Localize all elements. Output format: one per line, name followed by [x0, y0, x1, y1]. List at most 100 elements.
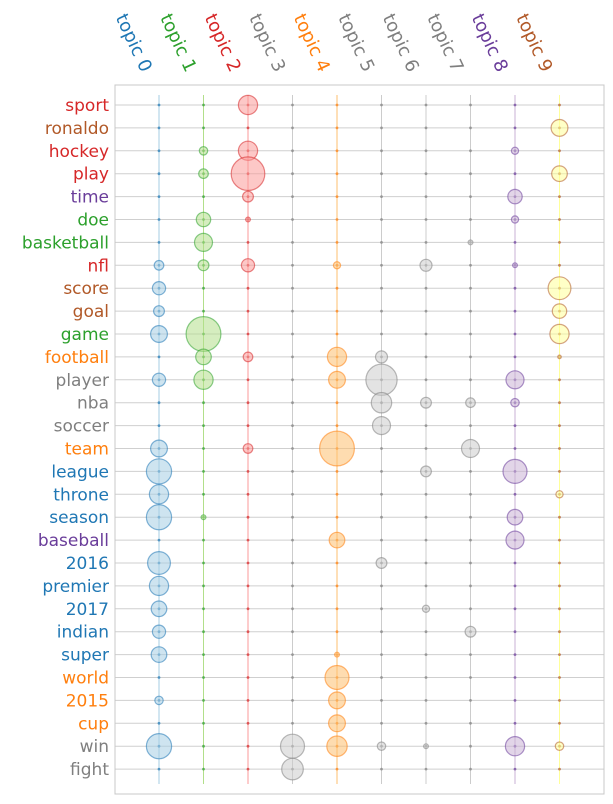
dot-sport-topic-6 — [424, 103, 428, 107]
dot-doe-topic-0 — [157, 218, 161, 221]
dot-throne-topic-5 — [380, 492, 383, 496]
dot-hockey-topic-0 — [157, 149, 161, 153]
dot-player-topic-6 — [424, 378, 428, 382]
dot-hockey-topic-7 — [469, 149, 472, 153]
dot-player-topic-3 — [291, 378, 294, 382]
dot-win-topic-7 — [469, 744, 472, 748]
dot-fight-topic-5 — [380, 767, 383, 771]
bubble-football-topic-9 — [557, 354, 562, 360]
dot-time-topic-0 — [157, 195, 161, 199]
dot-basketball-topic-0 — [157, 241, 161, 244]
bubble-season-topic-0 — [145, 504, 173, 531]
dot-indian-topic-9 — [558, 630, 561, 634]
dot-cup-topic-2 — [246, 721, 250, 725]
bubble-player-topic-5 — [365, 363, 398, 396]
dot-time-topic-9 — [558, 195, 561, 199]
dot-nfl-topic-7 — [469, 263, 472, 267]
bubble-win-topic-9 — [554, 741, 565, 751]
dot-2015-topic-8 — [513, 699, 517, 702]
dot-basketball-topic-9 — [558, 241, 561, 244]
bubble-super-topic-0 — [150, 646, 168, 663]
dot-2017-topic-3 — [291, 607, 294, 611]
dot-indian-topic-1 — [202, 630, 205, 634]
dot-fight-topic-9 — [558, 767, 561, 771]
dot-score-topic-7 — [469, 286, 472, 290]
dot-premier-topic-1 — [202, 584, 205, 588]
dot-football-topic-8 — [513, 355, 517, 359]
word-label-world: world — [62, 669, 109, 689]
dot-goal-topic-1 — [202, 309, 205, 313]
dot-nfl-topic-3 — [291, 263, 294, 267]
dot-league-topic-3 — [291, 470, 294, 473]
dot-indian-topic-4 — [335, 630, 339, 634]
dot-fight-topic-4 — [335, 767, 339, 771]
dot-throne-topic-7 — [469, 492, 472, 496]
dot-throne-topic-8 — [513, 492, 517, 496]
dot-score-topic-3 — [291, 286, 294, 290]
bubble-nfl-topic-8 — [511, 262, 518, 269]
bubble-goal-topic-0 — [153, 305, 166, 318]
dot-basketball-topic-2 — [246, 241, 250, 244]
dot-score-topic-8 — [513, 286, 517, 290]
dot-nba-topic-2 — [246, 401, 250, 405]
dot-team-topic-1 — [202, 447, 205, 450]
dot-throne-topic-1 — [202, 492, 205, 496]
dot-cup-topic-6 — [424, 721, 428, 725]
dot-super-topic-5 — [380, 653, 383, 656]
word-label-2016: 2016 — [66, 554, 109, 574]
dot-nba-topic-0 — [157, 401, 161, 405]
dot-sport-topic-0 — [157, 103, 161, 107]
bubble-fight-topic-3 — [281, 757, 304, 781]
dot-fight-topic-7 — [469, 767, 472, 771]
dot-world-topic-2 — [246, 676, 250, 679]
dot-2016-topic-9 — [558, 561, 561, 565]
bubble-player-topic-1 — [193, 369, 214, 390]
dot-season-topic-2 — [246, 515, 250, 519]
dot-baseball-topic-2 — [246, 538, 250, 542]
dot-soccer-topic-0 — [157, 424, 161, 427]
dot-football-topic-6 — [424, 355, 428, 359]
word-label-game: game — [61, 325, 109, 345]
bubble-hockey-topic-1 — [198, 146, 209, 156]
dot-time-topic-7 — [469, 195, 472, 199]
bubble-player-topic-0 — [151, 372, 167, 387]
dot-sport-topic-4 — [335, 103, 339, 107]
dot-cup-topic-9 — [558, 721, 561, 725]
dot-soccer-topic-2 — [246, 424, 250, 427]
dot-soccer-topic-4 — [335, 424, 339, 427]
dot-2015-topic-9 — [558, 699, 561, 702]
dot-2015-topic-5 — [380, 699, 383, 702]
dot-football-topic-0 — [157, 355, 161, 359]
dot-doe-topic-5 — [380, 218, 383, 221]
bubble-2016-topic-5 — [375, 556, 388, 569]
dot-baseball-topic-9 — [558, 538, 561, 542]
dot-play-topic-0 — [157, 172, 161, 176]
dot-2017-topic-9 — [558, 607, 561, 611]
dot-doe-topic-6 — [424, 218, 428, 221]
dot-premier-topic-2 — [246, 584, 250, 588]
word-label-2017: 2017 — [66, 600, 109, 620]
dot-ronaldo-topic-8 — [513, 126, 517, 130]
dot-league-topic-5 — [380, 470, 383, 473]
dot-cup-topic-3 — [291, 721, 294, 725]
bubble-2017-topic-0 — [150, 600, 168, 618]
bubble-nba-topic-8 — [510, 397, 520, 408]
dot-2017-topic-5 — [380, 607, 383, 611]
bubble-season-topic-8 — [506, 508, 524, 526]
word-label-super: super — [61, 646, 109, 666]
dot-world-topic-8 — [513, 676, 517, 679]
dot-world-topic-9 — [558, 676, 561, 679]
dot-world-topic-1 — [202, 676, 205, 679]
dot-throne-topic-2 — [246, 492, 250, 496]
bubble-win-topic-6 — [423, 743, 430, 750]
dot-league-topic-2 — [246, 470, 250, 473]
dot-win-topic-2 — [246, 744, 250, 748]
bubble-win-topic-3 — [279, 733, 306, 759]
dot-ronaldo-topic-4 — [335, 126, 339, 130]
dot-ronaldo-topic-5 — [380, 126, 383, 130]
dot-2016-topic-8 — [513, 561, 517, 565]
dot-time-topic-1 — [202, 195, 205, 199]
plot-frame — [114, 84, 605, 795]
dot-super-topic-1 — [202, 653, 205, 656]
